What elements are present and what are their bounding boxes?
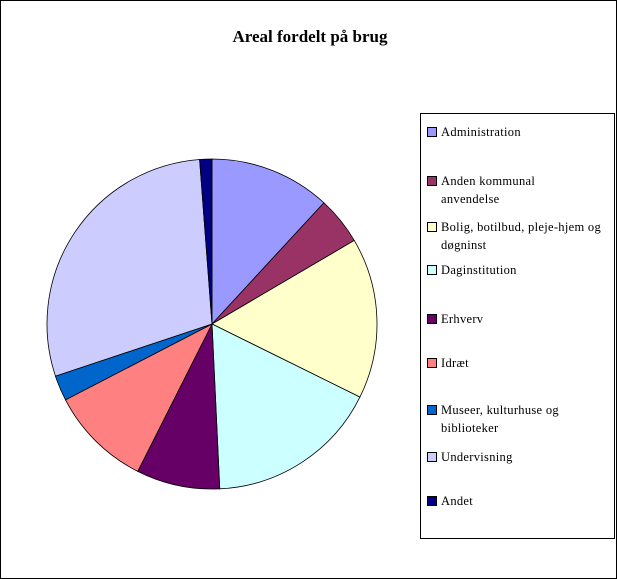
legend-label: Bolig, botilbud, pleje-hjem og døgninst [441,220,602,252]
legend-label: Anden kommunal anvendelse [441,174,536,206]
legend-swatch [427,314,437,324]
pie-slice [46,159,213,377]
legend-item: Daginstitution [427,261,612,279]
pie-slice [64,323,213,472]
pie-slice [211,323,361,490]
legend-item: Museer, kulturhuse og biblioteker [427,401,612,437]
legend-label: Daginstitution [441,263,517,277]
legend-item: Andet [427,492,612,510]
pie [46,158,378,490]
legend-item: Undervisning [427,448,612,466]
legend-item: Erhverv [427,310,612,328]
legend-item: Anden kommunal anvendelse [427,172,612,208]
pie-slice [199,158,213,325]
legend-swatch [427,222,437,232]
legend-swatch [427,358,437,368]
chart-title: Areal fordelt på brug [232,27,388,46]
legend-swatch [427,405,437,415]
legend-swatch [427,496,437,506]
legend: Administration Anden kommunal anvendelse B… [420,113,615,539]
legend-swatch [427,176,437,186]
legend-label: Administration [441,125,521,139]
legend-label: Andet [441,494,474,508]
pie-slice [211,239,378,398]
pie-slice [211,158,325,326]
legend-swatch [427,127,437,137]
legend-label: Idræt [441,356,469,370]
legend-item: Bolig, botilbud, pleje-hjem og døgninst [427,218,612,254]
legend-label: Museer, kulturhuse og biblioteker [441,403,559,435]
legend-label: Undervisning [441,450,513,464]
legend-label: Erhverv [441,312,484,326]
legend-item: Administration [427,123,612,141]
legend-item: Idræt [427,354,612,372]
legend-swatch [427,452,437,462]
legend-swatch [427,265,437,275]
